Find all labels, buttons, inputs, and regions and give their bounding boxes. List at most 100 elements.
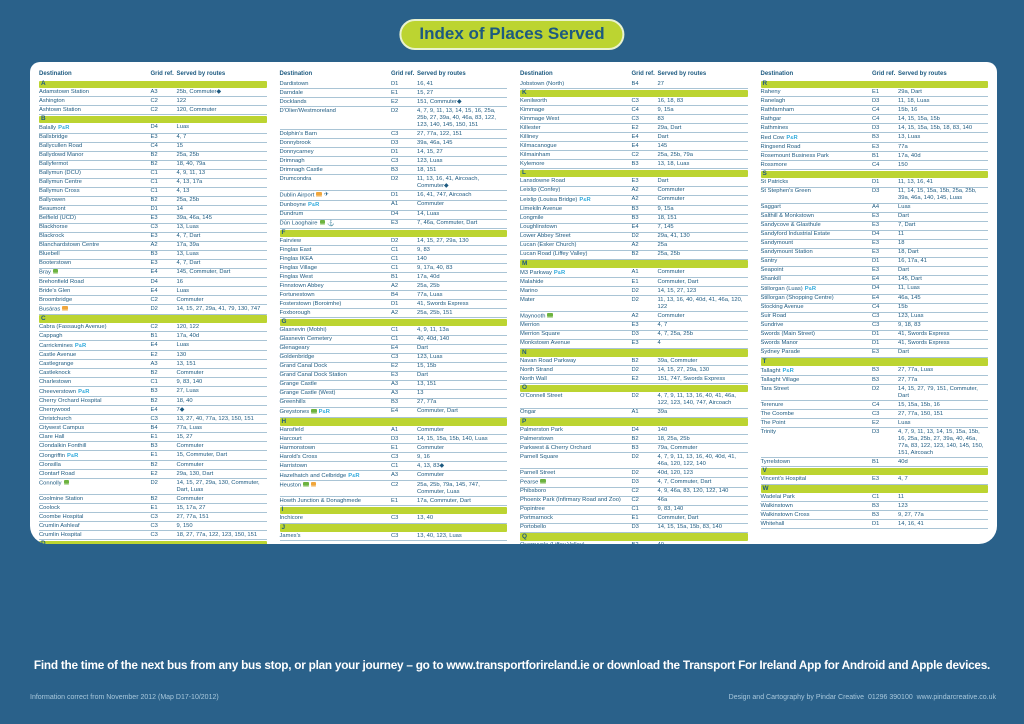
served-by-routes: 4, 7, 9, 11, 13, 14, 15, 16, 25a, 25b, 2… <box>417 107 496 128</box>
grid-ref: B3 <box>872 511 880 518</box>
grid-ref: C2 <box>631 497 639 504</box>
table-row: Fosterstown (Boroimhe) D1 41, Swords Expre… <box>279 300 507 310</box>
grid-ref: A3 <box>150 88 158 95</box>
grid-ref: D4 <box>631 426 639 433</box>
grid-ref: C4 <box>872 401 880 408</box>
table-row: Sandymount E3 18 <box>760 240 988 249</box>
table-row: North Wall E2 151, 747, Swords Express <box>520 375 748 385</box>
served-by-routes: 39a, 46a, 145 <box>176 215 212 222</box>
table-row: Drimnagh C3 123, Luas <box>279 157 507 166</box>
destination-name: Howth Junction & Donaghmede <box>279 497 362 504</box>
section-letter-i: I <box>279 506 507 515</box>
table-row: Lucan (Esker Church) A2 25a <box>520 242 748 251</box>
grid-ref: D4 <box>391 211 399 217</box>
served-by-routes: Luas <box>898 419 911 426</box>
table-row: Ballymun Centre C1 4, 13, 17a <box>39 179 267 188</box>
column-header-served-by-routes: Served by routes <box>417 71 466 77</box>
grid-ref: C3 <box>391 130 399 137</box>
section-letter-t: T <box>760 358 988 366</box>
section-letter-l: L <box>520 169 748 178</box>
destination-name: Maynooth <box>520 312 632 321</box>
table-row: Crumlin Ashleaf C3 9, 150 <box>39 522 267 532</box>
grid-ref: B2 <box>150 369 158 376</box>
table-row: Lucan Road (Liffey Valley) B2 25a, 25b <box>520 251 748 260</box>
served-by-routes: Dart <box>898 349 909 356</box>
destination-name: Rathmines <box>760 124 789 131</box>
served-by-routes: 4, 7, Commuter, Dart <box>657 478 712 485</box>
served-by-routes: Commuter <box>417 201 445 207</box>
grid-ref: C3 <box>150 415 158 422</box>
destination-name: Busáras <box>39 305 151 314</box>
served-by-routes: 25a, 25b <box>417 282 440 289</box>
destination-name: Leixlip (Confey) <box>520 187 561 194</box>
table-row: Harristown C1 4, 13, 83◆ <box>279 462 507 472</box>
grid-ref: D2 <box>631 296 639 303</box>
destination-name: O'Connell Street <box>520 393 563 400</box>
table-row: Walkinstown B3 123 <box>760 502 988 512</box>
served-by-routes: 13, 40, 123, Luas <box>417 532 462 539</box>
park-and-ride-badge: P&R <box>348 472 360 479</box>
table-row: Seapoint E3 Dart <box>760 267 988 276</box>
irish-rail-icon <box>63 479 70 485</box>
destination-name: Hazelhatch and Celbridge P&R <box>279 472 360 479</box>
served-by-routes: 11, Luas <box>898 285 920 292</box>
grid-ref: B3 <box>150 442 158 449</box>
grid-ref: B4 <box>391 291 399 298</box>
table-row: Trinity D3 4, 7, 9, 11, 13, 14, 15, 15a, 1… <box>760 428 988 459</box>
grid-ref: C1 <box>150 179 158 186</box>
table-row: Salthill & Monkstown E3 Dart <box>760 213 988 222</box>
grid-ref: B2 <box>632 542 658 544</box>
column-header-destination: Destination <box>39 71 72 77</box>
section-letter-g: G <box>279 318 507 327</box>
destination-name: Castle Avenue <box>39 351 77 358</box>
table-row: Killester E2 29a, Dart <box>520 124 748 134</box>
served-by-routes: 17a, 40d <box>898 152 921 159</box>
grid-ref: C3 <box>872 313 880 320</box>
destination-name: Darndale <box>279 89 304 96</box>
grid-ref: D1 <box>872 340 880 347</box>
table-row: Sydney Parade E3 Dart <box>760 349 988 358</box>
served-by-routes: 18, 27, 77a, 122, 123, 150, 151 <box>176 531 258 538</box>
served-by-routes: 9, 150 <box>176 522 193 529</box>
grid-ref: D2 <box>631 287 639 294</box>
served-by-routes: 27, Luas <box>176 387 199 394</box>
table-row: Coolock E1 15, 17a, 27 <box>39 504 267 514</box>
served-by-routes: 15, 27 <box>176 433 193 440</box>
destination-name: Ballycullen Road <box>39 143 83 150</box>
served-by-routes: 14, Luas <box>417 211 440 217</box>
table-row: Cappagh B1 17a, 40d <box>39 332 267 342</box>
table-row: Longmile B3 18, 151 <box>520 215 748 224</box>
destination-name: Parkwest & Cherry Orchard <box>520 444 591 451</box>
served-by-routes: 14 <box>176 206 183 213</box>
table-row: Connolly D2 14, 15, 27, 29a, 130, Commuter… <box>39 479 267 496</box>
grid-ref: C1 <box>631 506 639 513</box>
served-by-routes: Dart <box>657 133 669 140</box>
table-row: Leixlip (Louisa Bridge) P&R A2 Commuter <box>520 196 748 206</box>
destination-name: Connolly <box>39 479 151 488</box>
grid-ref: A3 <box>391 390 399 397</box>
grid-ref: D1 <box>391 148 399 155</box>
grid-ref: D1 <box>872 331 880 338</box>
served-by-routes: 13, 151 <box>417 381 437 388</box>
table-row: Grand Canal Dock E2 15, 15b <box>279 363 507 372</box>
served-by-routes: 4, 13 <box>176 188 190 195</box>
served-by-routes: Luas <box>176 287 190 294</box>
table-row: Stillorgan (Luas) P&R D4 11, Luas <box>760 285 988 295</box>
served-by-routes: 130 <box>176 351 187 358</box>
table-row: D'Olier/Westmoreland D2 4, 7, 9, 11, 13, 1… <box>279 107 507 130</box>
grid-ref: A2 <box>631 312 639 319</box>
served-by-routes: 25a, 25b, 79a <box>657 151 693 158</box>
table-row: Ballyowen B2 25a, 25b <box>39 197 267 206</box>
served-by-routes: 18, 25a, 25b <box>657 435 690 442</box>
destination-name: Castleknock <box>39 369 71 376</box>
table-row: Rathgar C4 14, 15, 15a, 15b <box>760 115 988 125</box>
destination-name: Salthill & Monkstown <box>760 213 814 220</box>
table-row: Tallaght P&R B3 27, 77a, Luas <box>760 366 988 377</box>
served-by-routes: 4, 13, 83◆ <box>417 462 445 469</box>
destination-name: Finglas Village <box>279 264 318 271</box>
grid-ref: B2 <box>150 461 158 468</box>
destination-name: Fosterstown (Boroimhe) <box>279 300 342 307</box>
grid-ref: C4 <box>631 106 639 113</box>
served-by-routes: 151, 747, Swords Express <box>657 375 726 382</box>
served-by-routes: 18 <box>898 240 905 247</box>
